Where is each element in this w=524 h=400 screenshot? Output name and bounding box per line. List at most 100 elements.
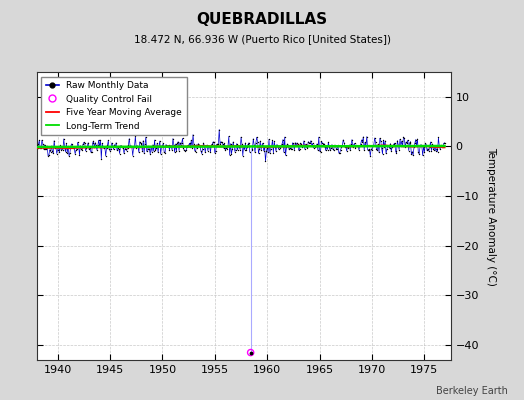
Point: [209, 139, 217, 145]
Point: [258, 142, 266, 148]
Point: [311, 144, 320, 150]
Point: [260, 144, 269, 150]
Point: [308, 143, 316, 150]
Point: [415, 151, 423, 157]
Point: [119, 145, 127, 151]
Point: [172, 148, 181, 154]
Point: [332, 146, 341, 152]
Point: [412, 143, 421, 149]
Point: [288, 140, 297, 146]
Point: [186, 144, 194, 150]
Point: [36, 145, 45, 152]
Point: [306, 140, 314, 146]
Point: [34, 141, 42, 148]
Point: [358, 139, 367, 145]
Point: [90, 144, 99, 151]
Point: [81, 148, 90, 154]
Point: [43, 143, 51, 149]
Point: [189, 132, 197, 138]
Point: [110, 142, 118, 148]
Point: [143, 148, 151, 154]
Point: [330, 142, 339, 148]
Point: [287, 146, 295, 152]
Point: [135, 149, 143, 155]
Point: [47, 142, 56, 149]
Point: [107, 140, 116, 146]
Point: [89, 140, 97, 147]
Point: [78, 147, 86, 153]
Point: [376, 135, 384, 141]
Point: [116, 142, 125, 149]
Point: [281, 152, 290, 158]
Point: [47, 148, 55, 155]
Point: [369, 142, 377, 149]
Point: [89, 138, 97, 144]
Point: [296, 140, 304, 146]
Legend: Raw Monthly Data, Quality Control Fail, Five Year Moving Average, Long-Term Tren: Raw Monthly Data, Quality Control Fail, …: [41, 76, 187, 135]
Point: [60, 144, 69, 150]
Point: [55, 149, 63, 156]
Point: [121, 146, 129, 152]
Point: [37, 145, 45, 152]
Point: [213, 141, 222, 148]
Point: [334, 142, 342, 149]
Point: [396, 136, 404, 142]
Point: [350, 142, 358, 148]
Point: [199, 146, 207, 152]
Point: [283, 141, 291, 147]
Point: [51, 145, 59, 151]
Point: [284, 142, 292, 148]
Point: [296, 146, 304, 152]
Point: [139, 138, 147, 144]
Point: [223, 146, 231, 152]
Point: [377, 145, 386, 152]
Point: [220, 145, 228, 151]
Point: [343, 148, 351, 154]
Point: [191, 148, 200, 155]
Point: [370, 135, 379, 141]
Point: [397, 142, 405, 149]
Point: [52, 150, 61, 157]
Point: [245, 140, 253, 146]
Point: [177, 142, 185, 148]
Point: [335, 150, 343, 156]
Point: [391, 148, 400, 154]
Point: [285, 146, 293, 152]
Point: [263, 144, 271, 151]
Point: [355, 147, 363, 153]
Point: [217, 139, 226, 146]
Point: [231, 148, 239, 155]
Point: [159, 140, 168, 147]
Point: [81, 140, 89, 146]
Point: [215, 126, 223, 133]
Point: [42, 146, 50, 152]
Point: [122, 145, 130, 152]
Point: [337, 144, 346, 151]
Point: [341, 144, 349, 150]
Point: [364, 147, 372, 153]
Point: [361, 139, 369, 146]
Point: [378, 151, 387, 157]
Point: [60, 136, 68, 142]
Point: [383, 146, 391, 152]
Point: [388, 144, 396, 150]
Point: [253, 134, 261, 140]
Point: [384, 143, 392, 150]
Text: 18.472 N, 66.936 W (Puerto Rico [United States]): 18.472 N, 66.936 W (Puerto Rico [United …: [134, 34, 390, 44]
Point: [364, 147, 373, 153]
Point: [261, 158, 270, 164]
Point: [299, 143, 307, 149]
Point: [193, 145, 202, 151]
Point: [292, 142, 300, 148]
Point: [40, 142, 49, 148]
Point: [440, 140, 448, 147]
Point: [39, 146, 48, 152]
Point: [173, 140, 181, 146]
Point: [201, 149, 210, 156]
Point: [307, 138, 315, 144]
Point: [79, 141, 87, 148]
Point: [343, 143, 352, 150]
Point: [424, 145, 432, 152]
Point: [323, 146, 332, 153]
Point: [97, 156, 105, 162]
